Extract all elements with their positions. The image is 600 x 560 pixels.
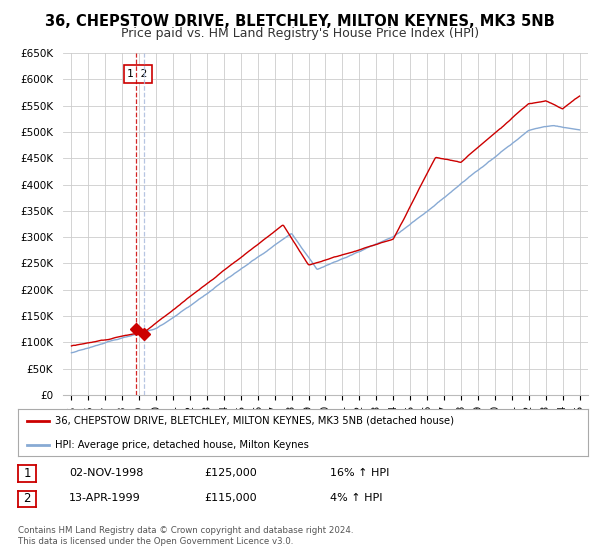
Text: 16% ↑ HPI: 16% ↑ HPI	[330, 468, 389, 478]
Text: 02-NOV-1998: 02-NOV-1998	[69, 468, 143, 478]
Text: 36, CHEPSTOW DRIVE, BLETCHLEY, MILTON KEYNES, MK3 5NB (detached house): 36, CHEPSTOW DRIVE, BLETCHLEY, MILTON KE…	[55, 416, 454, 426]
Text: 13-APR-1999: 13-APR-1999	[69, 493, 141, 503]
Text: HPI: Average price, detached house, Milton Keynes: HPI: Average price, detached house, Milt…	[55, 440, 309, 450]
Text: £125,000: £125,000	[204, 468, 257, 478]
Text: 36, CHEPSTOW DRIVE, BLETCHLEY, MILTON KEYNES, MK3 5NB: 36, CHEPSTOW DRIVE, BLETCHLEY, MILTON KE…	[45, 14, 555, 29]
Text: 2: 2	[23, 492, 31, 506]
Text: Price paid vs. HM Land Registry's House Price Index (HPI): Price paid vs. HM Land Registry's House …	[121, 27, 479, 40]
Text: 1: 1	[23, 467, 31, 480]
Text: 4% ↑ HPI: 4% ↑ HPI	[330, 493, 383, 503]
Text: Contains HM Land Registry data © Crown copyright and database right 2024.
This d: Contains HM Land Registry data © Crown c…	[18, 526, 353, 546]
Text: £115,000: £115,000	[204, 493, 257, 503]
Text: 1 2: 1 2	[127, 69, 148, 79]
